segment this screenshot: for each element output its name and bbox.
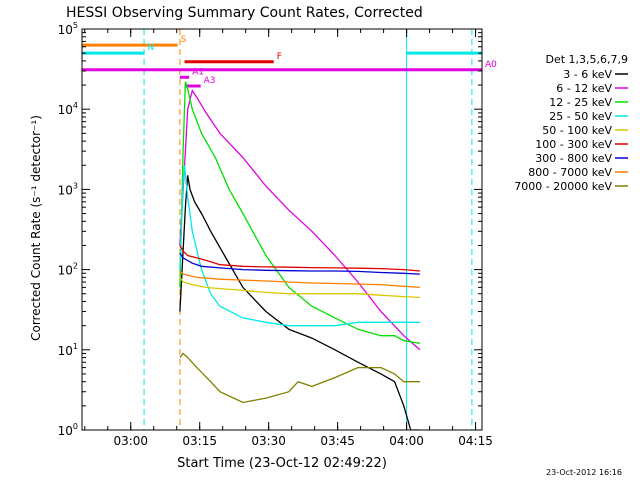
x-tick-label-6: 04:15 (458, 434, 493, 448)
legend-label-6: 100 - 300 keV (535, 138, 612, 151)
footer-timestamp: 23-Oct-2012 16:16 (546, 468, 622, 477)
legend-label-1: 3 - 6 keV (563, 68, 612, 81)
y-tick-label-2: 101 (58, 342, 78, 358)
x-tick-label-3: 03:30 (251, 434, 286, 448)
series-line-5 (179, 277, 420, 299)
series-line-8 (179, 270, 420, 289)
legend-label-7: 300 - 800 keV (535, 152, 612, 165)
series-line-3 (179, 81, 421, 345)
y-tick-label-4: 103 (58, 181, 78, 197)
flag-label-a3: A3 (204, 76, 216, 86)
y-tick-label-5: 104 (58, 101, 78, 117)
series-line-6 (179, 245, 420, 272)
plot-frame (81, 28, 483, 431)
flag-label-a0: A0 (485, 60, 497, 70)
legend-label-2: 6 - 12 keV (556, 82, 612, 95)
y-axis-label: Corrected Count Rate (s⁻¹ detector⁻¹) (29, 115, 43, 341)
y-tick-label-6: 105 (58, 21, 78, 37)
x-tick-label-2: 03:15 (182, 434, 217, 448)
legend-label-5: 50 - 100 keV (542, 124, 612, 137)
legend-label-4: 25 - 50 keV (549, 110, 612, 123)
series-line-4 (179, 165, 420, 327)
flag-label-n: N (148, 43, 155, 53)
x-tick-label-1: 03:00 (113, 434, 148, 448)
legend-header: Det 1,3,5,6,7,9 (545, 53, 628, 66)
series-line-9 (179, 352, 420, 404)
x-axis-label: Start Time (23-Oct-12 02:49:22) (177, 456, 387, 471)
flag-label-f: F (277, 52, 282, 62)
x-tick-label-4: 03:45 (320, 434, 355, 448)
series-line-1 (179, 175, 420, 430)
chart-title: HESSI Observing Summary Count Rates, Cor… (66, 5, 423, 21)
legend-label-3: 12 - 25 keV (549, 96, 612, 109)
legend-label-9: 7000 - 20000 keV (514, 180, 612, 193)
y-tick-label-3: 102 (58, 262, 78, 278)
flag-label-s: S (181, 35, 187, 45)
series-line-7 (179, 252, 420, 275)
legend-label-8: 800 - 7000 keV (528, 166, 612, 179)
y-tick-label-1: 100 (58, 422, 78, 438)
flag-label-a1: A1 (192, 67, 204, 77)
x-tick-label-5: 04:00 (389, 434, 424, 448)
